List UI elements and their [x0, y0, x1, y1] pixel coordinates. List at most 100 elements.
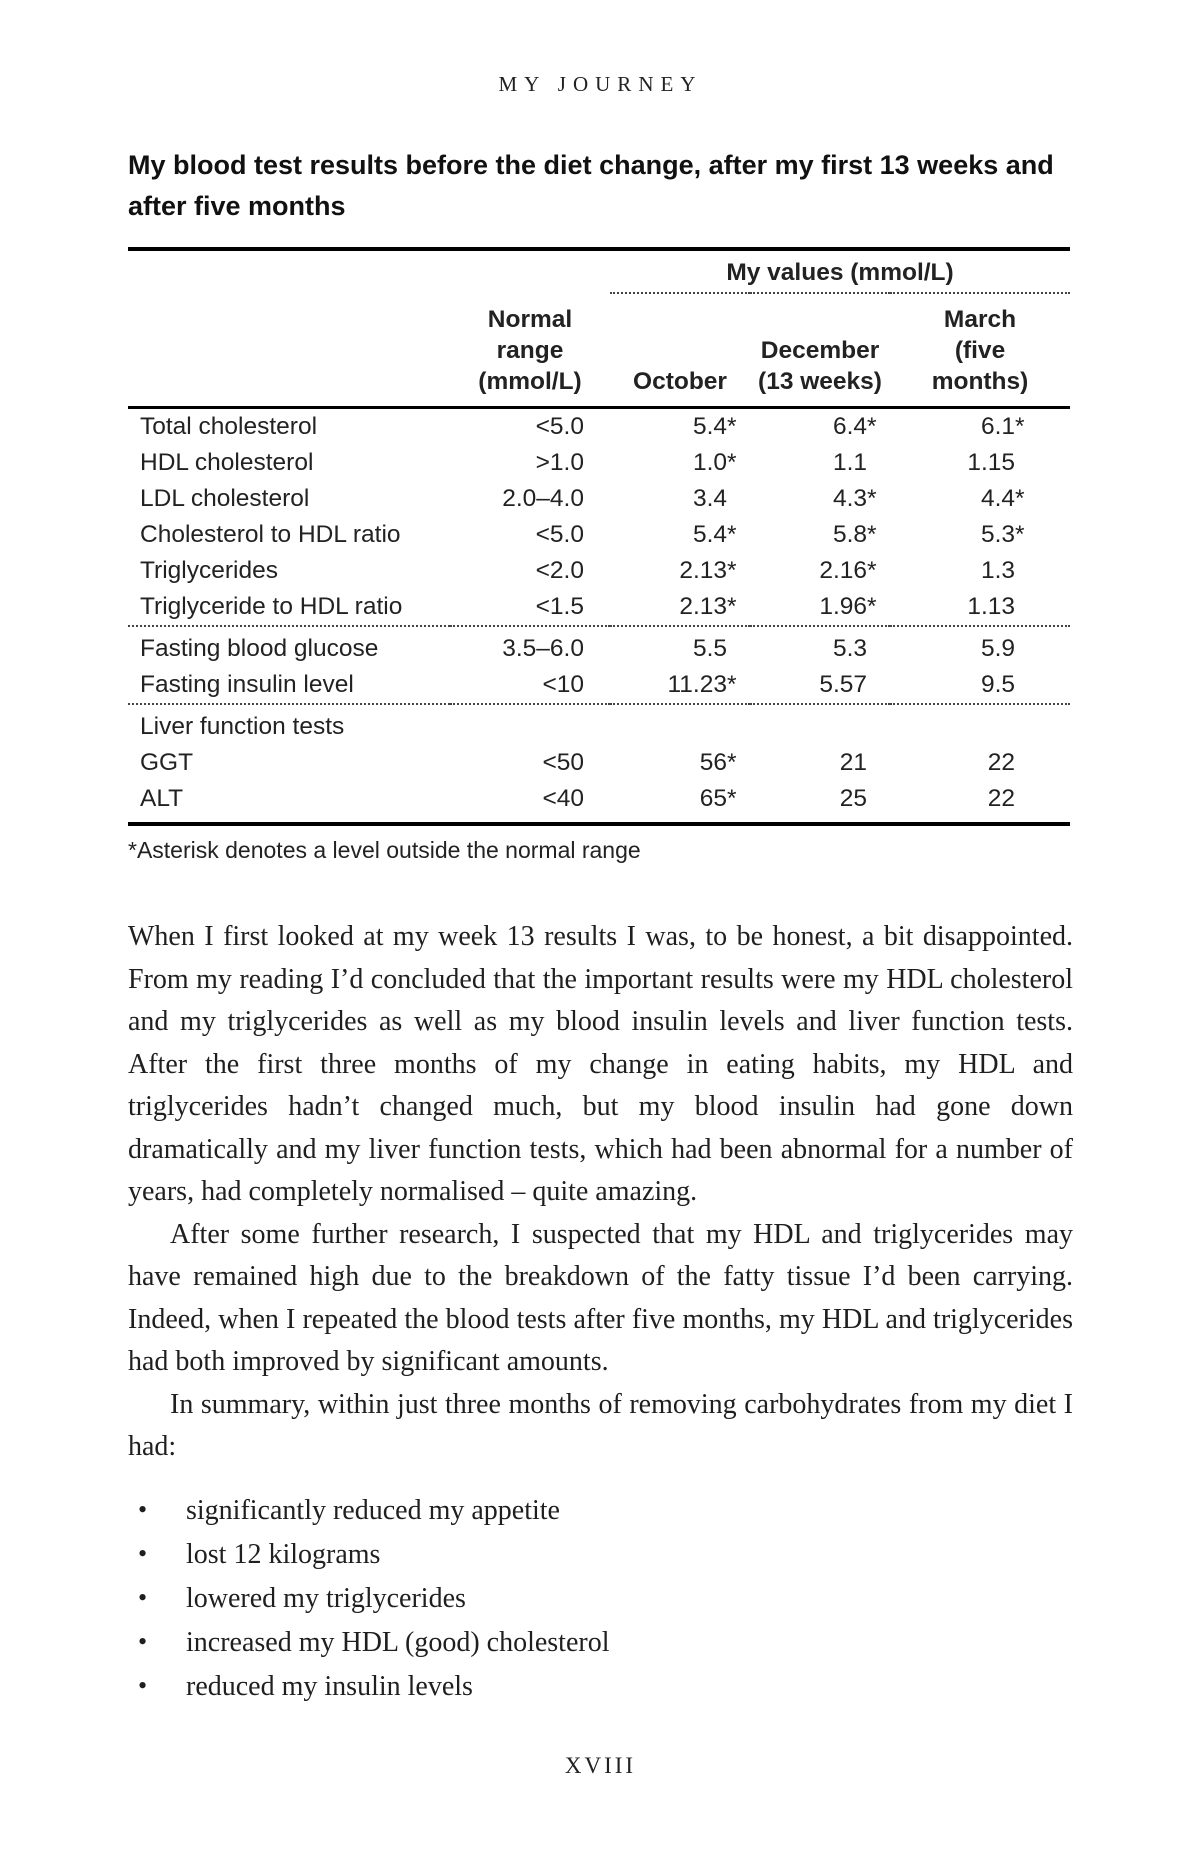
row-label: ALT	[128, 781, 450, 826]
asterisk-flag: *	[867, 413, 877, 440]
normal-range-value	[450, 703, 610, 745]
row-label: Total cholesterol	[140, 413, 318, 440]
table-row: Cholesterol to HDL ratio <5.0 5.4* 5.8* 5.3*	[128, 517, 1070, 553]
value-number: 1.1	[832, 449, 867, 476]
bullet-item: reduced my insulin levels	[128, 1668, 1073, 1704]
value-cell: 22	[890, 781, 1071, 826]
asterisk-flag: *	[1015, 521, 1025, 548]
row-label: Fasting blood glucose	[128, 625, 450, 667]
value-number: 1.15	[967, 449, 1016, 476]
value-cell: 56*	[610, 745, 750, 781]
asterisk-flag: *	[867, 485, 877, 512]
asterisk-flag: *	[727, 557, 737, 584]
column-header-march: March (five months)	[890, 293, 1071, 409]
value-cell: 1.13	[890, 589, 1070, 626]
bullet-item: significantly reduced my appetite	[128, 1492, 1073, 1528]
row-label: Fasting insulin level	[140, 671, 354, 698]
row-label: Triglycerides	[140, 557, 278, 584]
column-header-row: Normal range (mmol/L) October December (13 …	[128, 293, 1071, 409]
group-header-spacer	[128, 249, 610, 293]
body-text: When I first looked at my week 13 result…	[128, 916, 1073, 1469]
value-number: 5.3	[980, 521, 1016, 548]
normal-range-value: <5.0	[535, 413, 584, 440]
value-cell: 9.5	[890, 667, 1070, 704]
value-cell: 5.9	[890, 625, 1071, 667]
bullet-item: increased my HDL (good) cholesterol	[128, 1624, 1073, 1660]
row-label: GGT	[140, 749, 194, 776]
value-cell: 1.1	[750, 445, 890, 481]
normal-range-value: <5.0	[535, 521, 584, 548]
row-label: Cholesterol to HDL ratio	[140, 521, 401, 548]
value-cell: 4.4*	[890, 481, 1070, 517]
row-label: LDL cholesterol	[140, 485, 310, 512]
normal-range-value: <40	[450, 781, 610, 826]
value-number: 3.4	[692, 485, 727, 512]
value-number: 1.96	[819, 593, 867, 620]
value-cell: 6.4*	[750, 408, 890, 446]
asterisk-flag: *	[727, 785, 737, 812]
normal-range-value: >1.0	[535, 449, 584, 476]
value-cell: 1.3	[890, 553, 1070, 589]
value-number: 2.13	[679, 593, 727, 620]
bullet-item: lowered my triglycerides	[128, 1580, 1073, 1616]
value-number: 4.4	[980, 485, 1016, 512]
value-number: 4.3	[832, 485, 867, 512]
group-header: My values (mmol/L)	[610, 249, 1071, 294]
value-cell: 2.16*	[750, 553, 890, 589]
asterisk-flag: *	[727, 749, 737, 776]
value-cell: 3.4	[610, 481, 750, 517]
value-cell	[610, 703, 750, 745]
value-cell: 5.4*	[610, 408, 750, 446]
table-row: Fasting blood glucose 3.5–6.0 5.5 5.3 5.9	[128, 625, 1071, 667]
value-cell: 5.3*	[890, 517, 1070, 553]
value-number: 5.4	[692, 413, 727, 440]
value-cell: 2.13*	[610, 589, 750, 626]
table-row: ALT <40 65* 25 22	[128, 781, 1071, 826]
asterisk-flag: *	[1015, 485, 1025, 512]
asterisk-flag: *	[727, 449, 737, 476]
table-row: Liver function tests	[128, 703, 1071, 745]
value-cell: 5.8*	[750, 517, 890, 553]
value-number: 6.4	[832, 413, 867, 440]
normal-range-value: 2.0–4.0	[502, 485, 584, 512]
value-number: 1.13	[967, 593, 1016, 620]
value-cell: 5.4*	[610, 517, 750, 553]
value-cell: 1.96*	[750, 589, 890, 626]
value-number: 22	[987, 785, 1016, 812]
table-body: Total cholesterol <5.0 5.4* 6.4* 6.1* HDL cho…	[128, 408, 1071, 826]
value-number: 1.0	[692, 449, 727, 476]
asterisk-flag: *	[727, 671, 737, 698]
asterisk-flag: *	[1015, 413, 1025, 440]
value-number: 5.4	[692, 521, 727, 548]
value-number: 21	[839, 749, 867, 776]
running-head: MY JOURNEY	[498, 72, 703, 96]
paragraph: In summary, within just three months of …	[128, 1388, 1073, 1463]
table-row: HDL cholesterol >1.0 1.0* 1.1 1.15	[128, 445, 1070, 481]
value-cell	[750, 703, 890, 745]
value-cell	[890, 703, 1071, 745]
asterisk-flag: *	[727, 521, 737, 548]
value-number: 11.23	[667, 671, 728, 698]
normal-range-value: <10	[542, 671, 584, 698]
value-number: 1.3	[980, 557, 1016, 584]
value-number: 2.16	[819, 557, 867, 584]
value-cell: 21	[750, 745, 890, 781]
summary-bullet-list: significantly reduced my appetite lost 12…	[128, 1492, 1073, 1704]
row-label: Liver function tests	[128, 703, 450, 745]
normal-range-value: <50	[542, 749, 584, 776]
normal-range-value: <1.5	[535, 593, 584, 620]
value-number: 56	[699, 749, 727, 776]
table-row: GGT <50 56* 21 22	[128, 745, 1070, 781]
value-cell: 1.15	[890, 445, 1070, 481]
value-cell: 4.3*	[750, 481, 890, 517]
value-number: 5.5	[692, 635, 727, 662]
paragraph: When I first looked at my week 13 result…	[128, 921, 1073, 1207]
page-number: XVIII	[564, 1753, 637, 1778]
value-number: 5.57	[819, 671, 867, 698]
value-number: 25	[839, 785, 867, 812]
value-number: 5.8	[832, 521, 867, 548]
value-number: 65	[699, 785, 727, 812]
column-header-december: December (13 weeks)	[750, 293, 890, 409]
value-cell: 5.57	[750, 667, 890, 704]
